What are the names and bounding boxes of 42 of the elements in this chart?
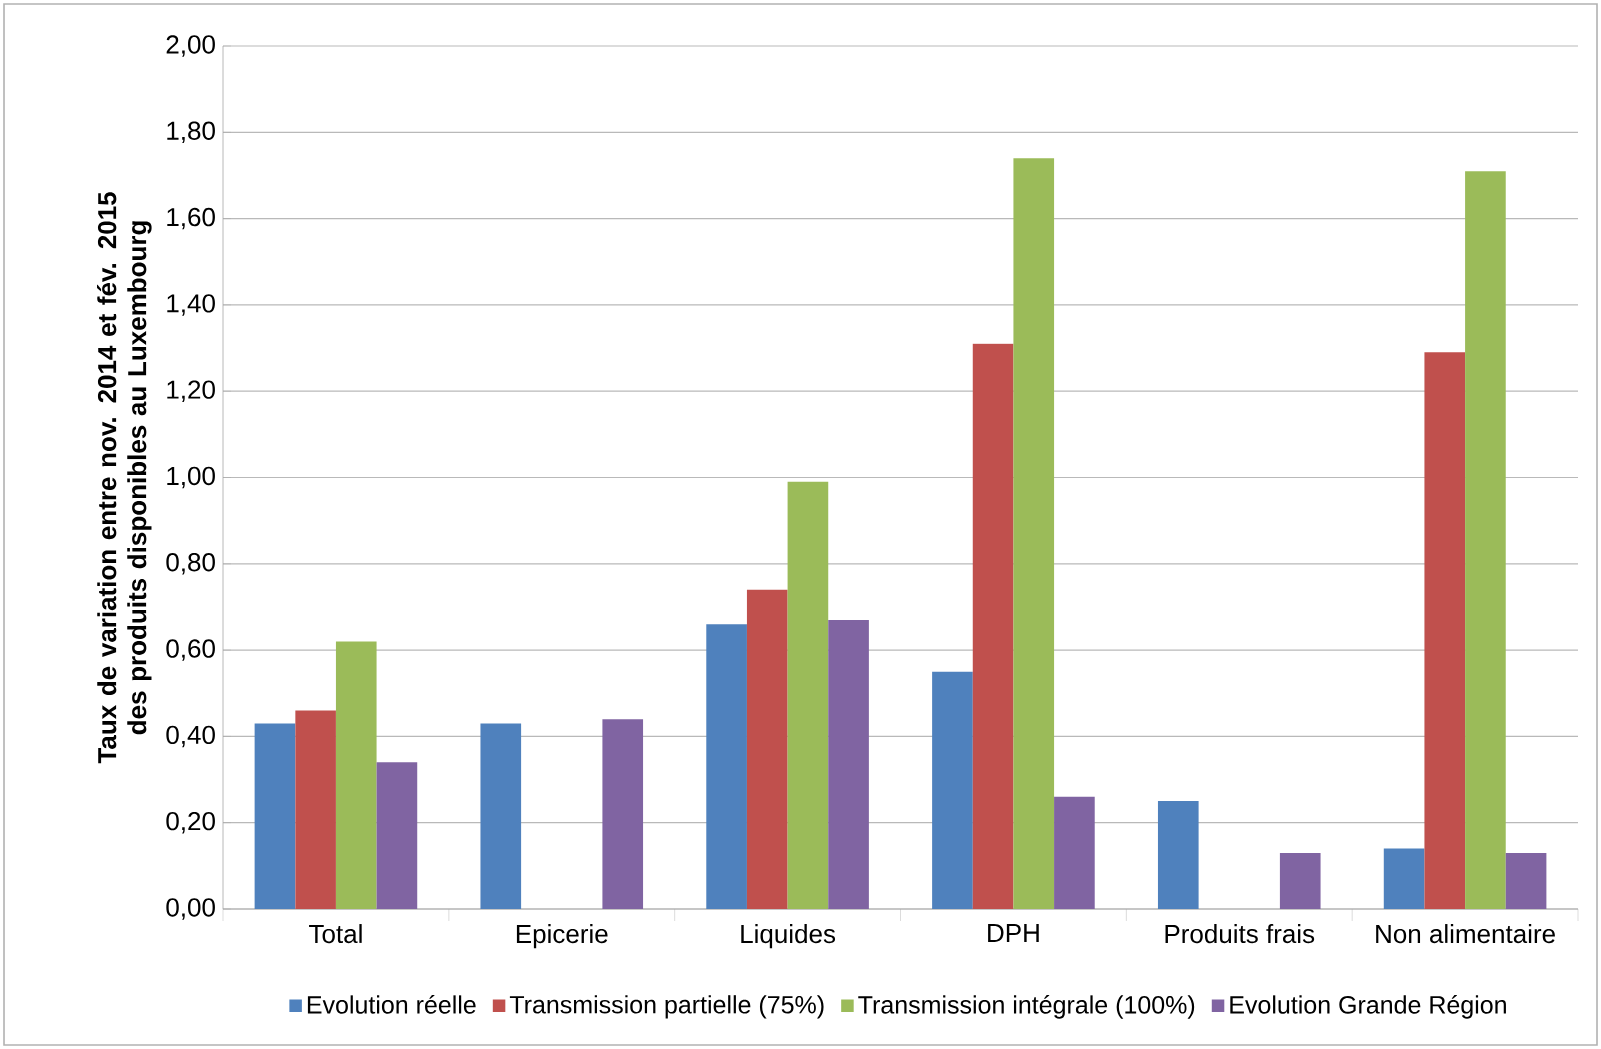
y-tick-label: 0,00: [166, 898, 215, 920]
bar: [746, 589, 788, 909]
legend-label: Evolution réelle: [307, 995, 476, 1014]
bar: [254, 723, 296, 909]
bar: [602, 719, 644, 909]
y-tick-label: 1,00: [167, 466, 215, 489]
legend-label: Transmission partielle (75%): [509, 995, 824, 1019]
x-tick-label: Produits frais: [1165, 924, 1315, 944]
legend-label: Transmission intégrale (100%): [858, 995, 1195, 1019]
bar: [376, 762, 418, 909]
x-tick-label: Epicerie: [516, 924, 608, 949]
bar: [1013, 158, 1055, 909]
x-tick-label: Total: [309, 924, 362, 944]
bar: [1424, 352, 1466, 909]
y-tick-label: 1,40: [167, 294, 215, 316]
y-tick-label: 0,40: [166, 725, 215, 748]
bar: [787, 481, 829, 909]
x-tick-label: Liquides: [741, 924, 836, 949]
bar: [1383, 848, 1425, 909]
bar: [1279, 852, 1321, 909]
y-tick-label: 1,60: [167, 207, 215, 230]
bar: [295, 710, 336, 909]
legend-label: Evolution Grande Région: [1230, 995, 1506, 1019]
bar: [1157, 801, 1199, 909]
bar: [1505, 852, 1547, 909]
bar: [972, 343, 1014, 909]
bar: [335, 641, 377, 909]
y-tick-label: 0,80: [166, 553, 215, 575]
bar: [706, 624, 747, 909]
bar: [828, 619, 869, 909]
bar: [480, 723, 522, 909]
y-tick-label: 2,00: [166, 35, 215, 57]
y-axis-title: Taux de variation entre nov. 2014 et fév. 2015 des produits disponibles au Luxembourg: [97, 192, 152, 764]
y-tick-label: 1,80: [167, 121, 215, 144]
x-tick-label: Non alimentaire: [1376, 924, 1555, 944]
x-tick-label: DPH: [988, 924, 1039, 942]
bar: [932, 671, 973, 909]
y-tick-label: 0,60: [166, 639, 215, 661]
bar: [1465, 171, 1506, 909]
bar: [1054, 796, 1095, 909]
y-tick-label: 1,20: [167, 380, 215, 402]
y-tick-label: 0,20: [166, 811, 215, 834]
